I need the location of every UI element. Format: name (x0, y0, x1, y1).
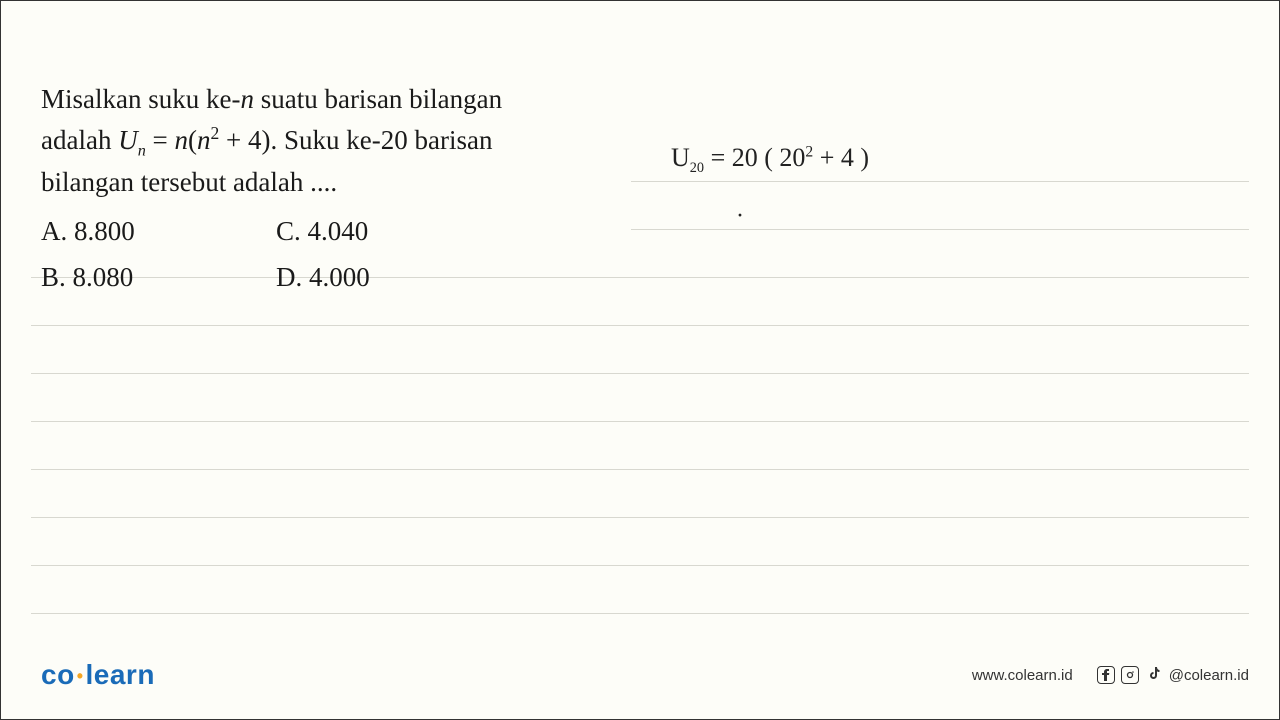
facebook-icon (1097, 666, 1115, 684)
hw-u: U (671, 143, 690, 172)
q-line1-var: n (240, 84, 254, 114)
question-text: Misalkan suku ke-n suatu barisan bilanga… (41, 79, 621, 203)
social-handle: @colearn.id (1169, 667, 1249, 684)
logo-learn: learn (86, 659, 155, 690)
ruled-line (31, 421, 1249, 422)
q-line2-po: ( (188, 125, 197, 155)
q-line1-pre: Misalkan suku ke- (41, 84, 240, 114)
ruled-line (31, 517, 1249, 518)
tiktok-icon (1145, 666, 1163, 684)
website-url: www.colearn.id (972, 667, 1073, 684)
social-links: @colearn.id (1097, 666, 1249, 684)
handwritten-work: U20 = 20 ( 202 + 4 ) (671, 143, 869, 177)
option-a: A. 8.800 (41, 211, 276, 252)
brand-logo: co•learn (41, 659, 155, 691)
option-b: B. 8.080 (41, 257, 276, 298)
logo-dot-icon: • (75, 666, 86, 686)
ruled-line (31, 565, 1249, 566)
q-line2-n: n (175, 125, 189, 155)
q-line1-post: suatu barisan bilangan (254, 84, 502, 114)
options-grid: A. 8.800 C. 4.040 B. 8.080 D. 4.000 (41, 211, 621, 298)
question-block: Misalkan suku ke-n suatu barisan bilanga… (41, 79, 621, 298)
hw-eq: = 20 ( 20 (704, 143, 805, 172)
q-line2-sub: n (138, 141, 146, 159)
content-area: Misalkan suku ke-n suatu barisan bilanga… (1, 1, 1279, 298)
ruled-line (31, 613, 1249, 614)
hw-sub: 20 (690, 160, 704, 176)
handwritten-dot: · (736, 203, 744, 230)
hw-rest: + 4 ) (813, 143, 869, 172)
footer-right: www.colearn.id @colearn.id (972, 666, 1249, 684)
ruled-line (31, 373, 1249, 374)
instagram-icon (1121, 666, 1139, 684)
ruled-line (31, 325, 1249, 326)
option-d: D. 4.000 (276, 257, 511, 298)
q-line2-mid: + 4). Suku ke-20 barisan (219, 125, 492, 155)
q-line2-pre: adalah (41, 125, 118, 155)
q-line3: bilangan tersebut adalah .... (41, 167, 337, 197)
q-line2-n2: n (197, 125, 211, 155)
ruled-line (31, 469, 1249, 470)
option-c: C. 4.040 (276, 211, 511, 252)
q-line2-U: U (118, 125, 138, 155)
footer: co•learn www.colearn.id @colearn.id (41, 659, 1249, 691)
q-line2-sup: 2 (211, 123, 220, 143)
logo-co: co (41, 659, 75, 690)
q-line2-eq: = (146, 125, 175, 155)
